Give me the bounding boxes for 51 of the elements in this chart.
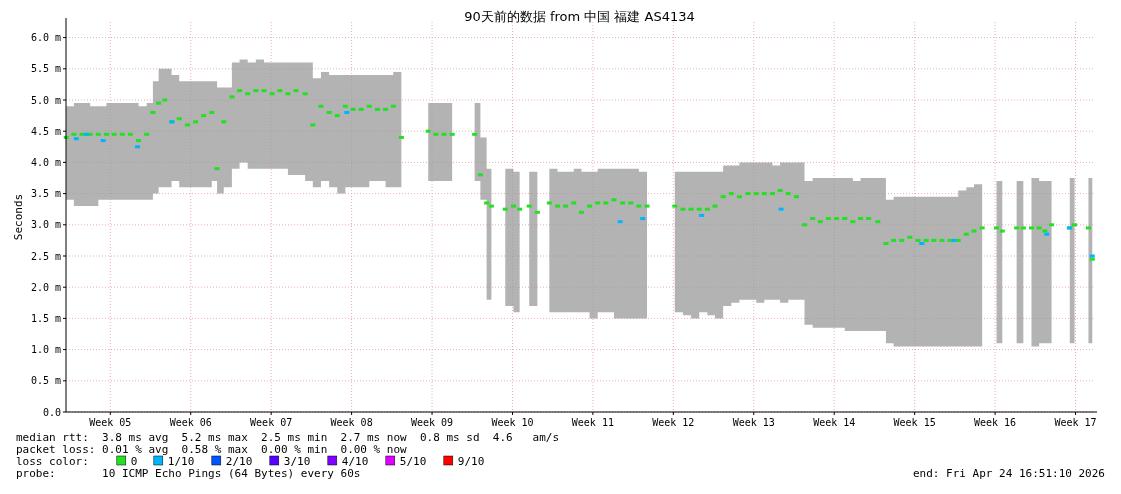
text: packet loss: 0.01 % avg 0.58 % max 0.00 % min 0.00 % now <box>16 443 408 456</box>
x-tick-label: Week 11 <box>571 417 614 428</box>
y-tick-label: 5.5 m <box>30 63 61 75</box>
x-tick-label: Week 09 <box>410 417 454 428</box>
point <box>73 137 79 141</box>
y-tick-label: 2.5 m <box>30 250 61 262</box>
x-tick-label: Week 14 <box>813 417 856 428</box>
x-tick-label: Week 15 <box>893 417 936 428</box>
x-tick-label: Week 13 <box>732 417 775 428</box>
legend-label: 9/10 <box>457 455 485 468</box>
text: end: Fri Apr 24 16:51:10 2026 <box>912 467 1105 480</box>
y-tick-label: 6.0 m <box>30 32 61 44</box>
y-tick-label: 3.0 m <box>30 219 61 231</box>
point <box>135 145 141 149</box>
y-tick-label: 0.0 <box>42 406 61 418</box>
point <box>778 207 784 211</box>
x-tick-label: Week 07 <box>250 417 293 428</box>
y-tick-label: 3.5 m <box>30 188 61 200</box>
y-tick-label: 1.5 m <box>30 312 61 324</box>
x-tick-label: Week 12 <box>652 417 695 428</box>
y-tick-label: 5.0 m <box>30 94 61 106</box>
point <box>617 220 623 224</box>
legend-label: 3/10 <box>283 455 311 468</box>
legend-label: 5/10 <box>399 455 427 468</box>
point <box>919 242 925 246</box>
point <box>699 213 705 217</box>
chart-title: 90天前的数据 from 中国 福建 AS4134 <box>464 9 695 24</box>
x-tick-label: Week 05 <box>89 417 132 428</box>
y-tick-label: 4.0 m <box>30 156 61 168</box>
point <box>640 217 646 221</box>
x-tick-label: Week 10 <box>491 417 534 428</box>
point <box>344 110 350 114</box>
y-tick-label: 4.5 m <box>30 125 61 137</box>
x-tick-label: Week 17 <box>1054 417 1097 428</box>
text: probe: 10 ICMP Echo Pings (64 Bytes) every 60s <box>16 467 361 480</box>
y-tick-label: 2.0 m <box>30 281 61 293</box>
text: median rtt: 3.8 ms avg 5.2 ms max 2.5 ms min 2.7 ms now 0.8 ms sd 4.6 am/s <box>16 431 560 444</box>
legend-label: 0 <box>130 455 138 468</box>
legend-label: 4/10 <box>341 455 369 468</box>
legend-label: 1/10 <box>167 455 195 468</box>
y-tick-label: 0.5 m <box>30 375 61 387</box>
y-tick-label: 1.0 m <box>30 344 61 356</box>
point <box>100 139 106 143</box>
legend-label: 2/10 <box>225 455 253 468</box>
point <box>83 132 89 136</box>
x-tick-label: Week 16 <box>974 417 1017 428</box>
x-tick-label: Week 06 <box>169 417 212 428</box>
y-axis-title: Seconds <box>11 193 25 241</box>
x-tick-label: Week 08 <box>330 417 373 428</box>
point <box>951 238 957 242</box>
legend-title: loss color: <box>16 455 89 468</box>
